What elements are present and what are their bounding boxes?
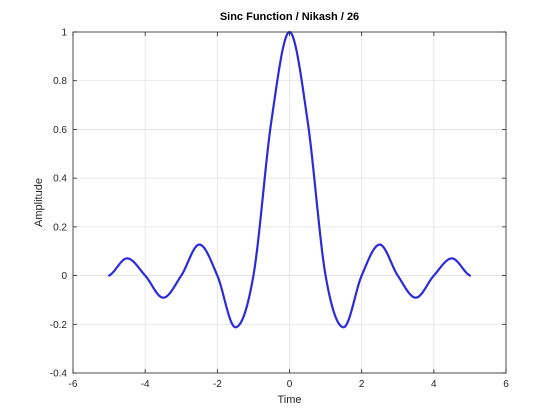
x-tick-label: 2: [359, 379, 365, 390]
x-tick-label: -4: [141, 379, 150, 390]
y-tick-label: -0.4: [50, 369, 68, 380]
ticks: -6 -4 -2 0 2 4 6 -0.4 -0.2 0 0.2 0.4 0.6 0.8 1: [50, 28, 509, 391]
x-tick-label: 6: [503, 379, 509, 390]
x-tick-label: -2: [213, 379, 222, 390]
x-tick-label: 0: [287, 379, 293, 390]
y-tick-label: 1: [61, 28, 67, 39]
x-tick-label: -6: [69, 379, 78, 390]
y-tick-label: 0.6: [53, 125, 67, 136]
x-axis-label: Time: [277, 394, 301, 406]
y-tick-label: 0.4: [53, 174, 67, 185]
y-tick-label: 0.2: [53, 222, 67, 233]
chart-title: Sinc Function / Nikash / 26: [220, 11, 359, 23]
y-axis-label: Amplitude: [33, 178, 45, 227]
y-tick-label: 0.8: [53, 76, 67, 87]
y-tick-label: 0: [61, 271, 67, 282]
x-tick-label: 4: [431, 379, 437, 390]
y-tick-label: -0.2: [50, 320, 68, 331]
